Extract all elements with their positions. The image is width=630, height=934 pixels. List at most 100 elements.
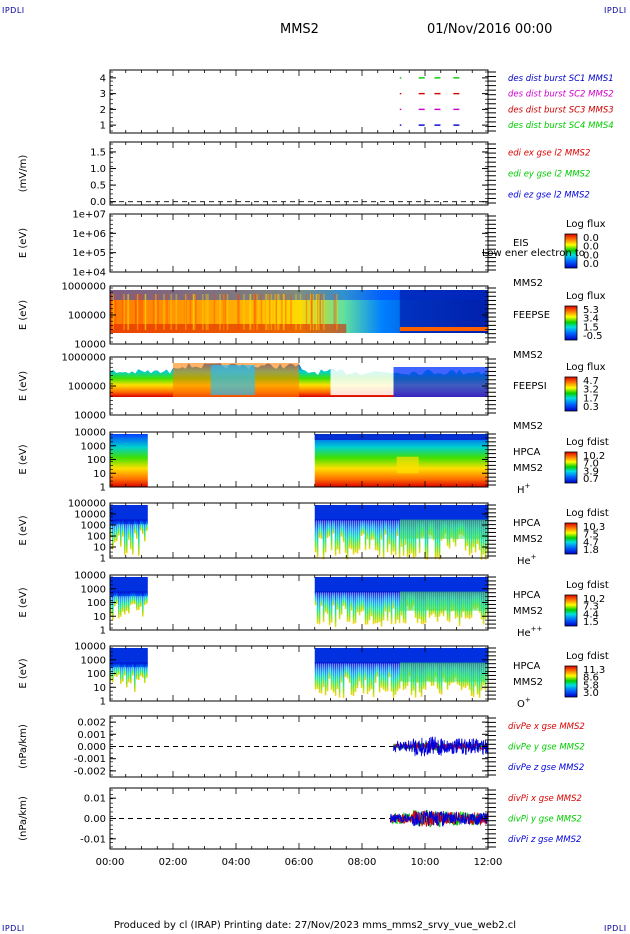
colorbar-tick-label: 3.0 xyxy=(583,688,599,699)
heatmap-stripe xyxy=(386,591,389,621)
x-tick-label: 06:00 xyxy=(285,857,314,868)
spacecraft-label: MMS2 xyxy=(513,534,543,545)
burst-mark xyxy=(434,92,441,95)
heatmap-stripe xyxy=(127,294,129,330)
heatmap-stripe xyxy=(360,519,363,537)
heatmap-stripe xyxy=(194,294,196,330)
heatmap-stripe xyxy=(412,519,415,559)
heatmap-stripe xyxy=(144,591,146,606)
heatmap-stripe xyxy=(336,662,339,690)
y-tick-label: 1e+06 xyxy=(72,229,106,240)
heatmap-stripe xyxy=(135,294,137,330)
burst-mark xyxy=(453,92,460,95)
heatmap-stripe xyxy=(364,662,367,681)
heatmap-stripe xyxy=(328,591,331,626)
heatmap-stripe xyxy=(142,662,144,678)
heatmap-stripe xyxy=(340,591,343,615)
colorbar xyxy=(564,376,578,412)
heatmap-stripe xyxy=(338,662,341,698)
colorbar-title: Log fdist xyxy=(566,580,609,591)
heatmap-stripe xyxy=(484,519,487,560)
legend-entry: divPe x gse MMS2 xyxy=(508,722,585,732)
heatmap-stripe xyxy=(348,591,351,622)
y-tick-label: 1000 xyxy=(81,441,106,452)
y-tick-label: 1e+05 xyxy=(72,248,106,259)
heatmap-stripe xyxy=(352,519,355,555)
heatmap-stripe xyxy=(394,519,397,556)
heatmap-stripe xyxy=(284,294,287,330)
heatmap-stripe xyxy=(120,519,122,547)
species-label: H+ xyxy=(517,482,531,496)
y-tick-label: 1e+04 xyxy=(72,268,106,279)
y-tick-label: 1 xyxy=(100,697,106,708)
y-tick-label: 10 xyxy=(93,469,106,480)
heatmap-stripe xyxy=(139,294,142,330)
colorbar-tick-label: 5.8 xyxy=(583,680,599,691)
heatmap-stripe xyxy=(358,591,361,616)
heatmap-stripe xyxy=(219,294,221,330)
spacecraft-label: MMS2 xyxy=(513,463,543,474)
heatmap-stripe xyxy=(249,294,252,330)
heatmap-stripe xyxy=(316,294,318,330)
panel-divpi: 0.01 0.00 -0.01 (nPa/km) divPi x gse MMS2 div… xyxy=(18,787,582,868)
heatmap-stripe xyxy=(260,294,263,330)
heatmap-stripe xyxy=(224,294,227,330)
heatmap-stripe xyxy=(132,662,134,676)
heatmap-stripe xyxy=(314,591,317,606)
colorbar-tick-label: 7.0 xyxy=(583,459,599,470)
heatmap-stripe xyxy=(136,294,139,330)
heatmap-stripe xyxy=(268,294,270,330)
heatmap-stripe xyxy=(112,519,114,550)
heatmap-stripe xyxy=(268,294,271,330)
heatmap-stripe xyxy=(390,662,393,692)
heatmap-stripe xyxy=(370,519,373,541)
burst-mark xyxy=(453,108,460,111)
colorbar-title: Log flux xyxy=(566,362,606,373)
heatmap-stripe xyxy=(394,662,397,695)
heatmap-stripe xyxy=(374,519,377,551)
heatmap-stripe xyxy=(326,591,329,615)
corner-label-bottom-left: IPDLI xyxy=(2,924,25,933)
heatmap-band xyxy=(110,577,148,597)
heatmap-stripe xyxy=(238,294,240,330)
y-tick-label: 10000 xyxy=(74,340,106,351)
heatmap-stripe xyxy=(480,519,483,560)
panel-hpca_o: 10000 1000 100 10 1 E (eV) Log fdist 11.38.65.8… xyxy=(18,642,609,711)
corner-label-top-right: IPDLI xyxy=(604,6,627,15)
y-tick-label: 0.0 xyxy=(90,197,106,208)
colorbar-tick-label: 10.3 xyxy=(583,522,605,533)
heatmap-stripe xyxy=(336,591,339,610)
legend-entry: divPi z gse MMS2 xyxy=(508,835,581,845)
heatmap-stripe xyxy=(146,662,148,678)
burst-mark xyxy=(399,108,402,111)
species-label: He+ xyxy=(517,553,537,567)
heatmap-stripe xyxy=(132,591,134,604)
heatmap-band xyxy=(393,367,488,397)
colorbar xyxy=(564,233,578,269)
heatmap-stripe xyxy=(424,519,427,560)
heatmap-stripe xyxy=(323,294,325,330)
burst-mark xyxy=(434,108,441,111)
burst-mark xyxy=(399,77,402,79)
burst-mark xyxy=(453,77,460,79)
heatmap-stripe xyxy=(136,662,138,680)
heatmap-stripe xyxy=(130,591,132,606)
overlay-text: Low ener electron to xyxy=(482,248,585,259)
datetime-title: 01/Nov/2016 00:00 xyxy=(427,22,553,37)
y-axis-label: E (eV) xyxy=(18,658,29,688)
heatmap-band xyxy=(110,434,148,487)
colorbar-tick-label: 1.5 xyxy=(583,322,599,333)
heatmap-stripe xyxy=(332,662,335,693)
heatmap-stripe xyxy=(319,294,321,330)
heatmap-stripe xyxy=(184,294,187,330)
heatmap-stripe xyxy=(120,591,122,617)
y-tick-label: 100000 xyxy=(68,311,106,322)
heatmap-stripe xyxy=(360,591,363,612)
colorbar-tick-label: 0.0 xyxy=(583,250,599,261)
y-tick-label: 100 xyxy=(87,598,106,609)
heatmap-stripe xyxy=(334,519,337,556)
spacecraft-label: MMS2 xyxy=(513,421,543,432)
spacecraft-label: MMS2 xyxy=(513,677,543,688)
heatmap-stripe xyxy=(253,294,256,330)
heatmap-stripe xyxy=(114,519,116,543)
